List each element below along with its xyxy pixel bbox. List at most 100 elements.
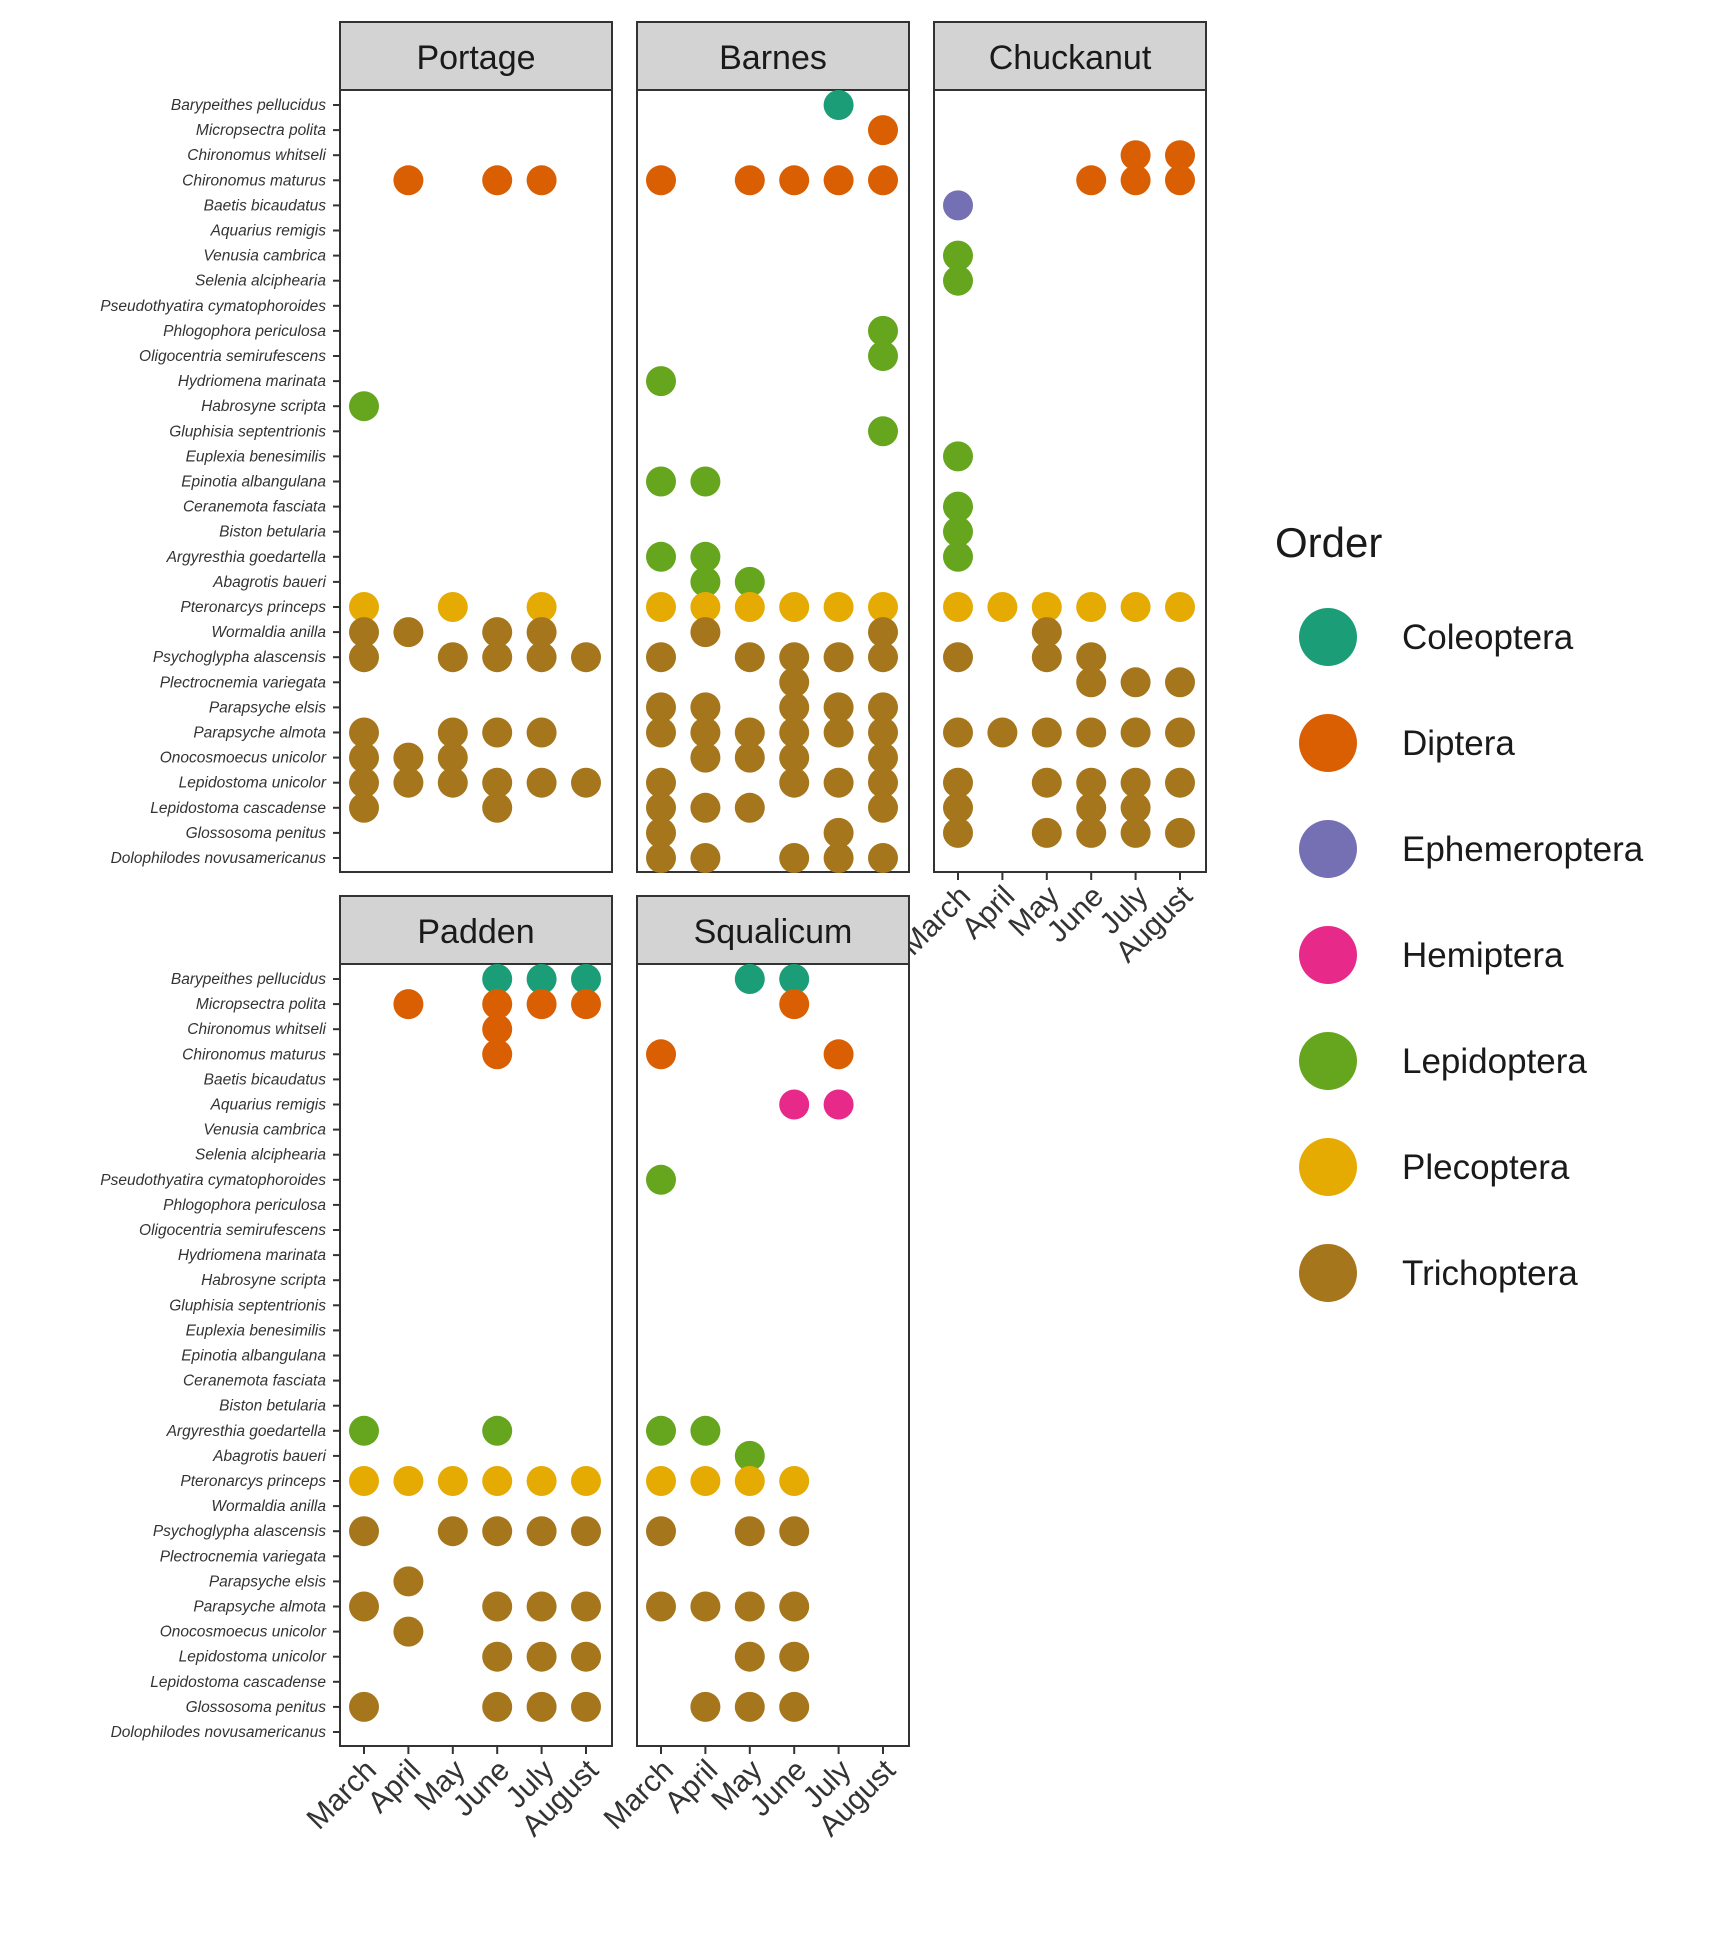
data-point — [349, 717, 379, 748]
data-point — [779, 1641, 810, 1672]
y-tick-label: Pseudothyatira cymatophoroides — [100, 298, 326, 315]
legend-key-swatch — [1299, 1244, 1357, 1302]
data-point — [349, 742, 379, 773]
data-point — [1165, 667, 1195, 698]
data-point — [690, 1691, 721, 1722]
panel-portage: Portage Barypeithes pellucidus Micropsectr… — [100, 21, 613, 873]
panel-barnes: Barnes — [636, 21, 910, 873]
data-point — [1076, 717, 1107, 748]
data-point — [1165, 717, 1195, 748]
data-point — [482, 165, 513, 196]
legend-key-swatch — [1299, 1138, 1357, 1196]
panel-strip-label: Chuckanut — [989, 39, 1152, 77]
legend-item-diptera: Diptera — [1299, 714, 1515, 772]
data-point — [734, 1516, 765, 1547]
data-point — [1076, 165, 1107, 196]
data-point — [823, 90, 854, 120]
data-point — [1031, 817, 1062, 848]
data-point — [526, 1641, 557, 1672]
data-point — [526, 1691, 557, 1722]
data-point — [646, 1415, 676, 1446]
panel-strip-label: Barnes — [719, 39, 827, 77]
y-tick-label: Euplexia benesimilis — [186, 1322, 327, 1339]
data-point — [823, 817, 854, 848]
y-tick-label: Phlogophora periculosa — [163, 323, 326, 340]
data-point — [690, 1591, 721, 1622]
data-point — [526, 1591, 557, 1622]
data-point — [690, 541, 721, 572]
legend-label: Trichoptera — [1402, 1254, 1578, 1293]
data-point — [943, 642, 973, 673]
data-point — [943, 441, 973, 472]
data-point — [1120, 140, 1151, 171]
y-tick-label: Venusia cambrica — [203, 1122, 326, 1139]
y-tick-label: Gluphisia septentrionis — [169, 423, 326, 440]
data-points — [646, 964, 854, 1722]
panel-plot-area — [636, 963, 910, 1747]
y-tick-label: Baetis bicaudatus — [204, 1071, 327, 1088]
data-point — [393, 742, 424, 773]
data-point — [1120, 767, 1151, 798]
data-point — [734, 642, 765, 673]
panel-plot-area — [339, 89, 613, 873]
data-point — [482, 717, 513, 748]
data-point — [823, 767, 854, 798]
y-tick-label: Ceranemota fasciata — [183, 499, 326, 516]
data-point — [393, 767, 424, 798]
y-tick-label: Venusia cambrica — [203, 248, 326, 265]
legend-item-hemiptera: Hemiptera — [1299, 926, 1564, 984]
data-point — [868, 717, 898, 748]
data-point — [526, 989, 557, 1020]
data-point — [823, 592, 854, 622]
data-point — [1165, 767, 1195, 798]
data-point — [482, 989, 513, 1020]
data-point — [571, 767, 601, 798]
y-tick-label: Barypeithes pellucidus — [171, 97, 326, 114]
data-point — [943, 491, 973, 522]
data-points — [943, 140, 1195, 848]
data-point — [646, 592, 676, 622]
panel-strip — [636, 21, 910, 91]
data-point — [690, 617, 721, 648]
data-point — [482, 617, 513, 648]
data-point — [482, 1516, 513, 1547]
data-point — [526, 617, 557, 648]
data-point — [646, 466, 676, 497]
y-tick-label: Pteronarcys princeps — [180, 1473, 326, 1490]
data-point — [987, 592, 1018, 622]
y-tick-label: Aquarius remigis — [210, 223, 327, 240]
data-point — [571, 1691, 601, 1722]
data-point — [393, 989, 424, 1020]
panel-strip — [339, 895, 613, 965]
y-tick-label: Plectrocnemia variegata — [160, 1548, 327, 1565]
data-point — [779, 843, 810, 873]
y-tick-label: Chironomus maturus — [182, 172, 326, 189]
data-point — [734, 1440, 765, 1471]
data-point — [526, 592, 557, 622]
data-point — [646, 165, 676, 196]
data-point — [779, 1516, 810, 1547]
data-point — [868, 617, 898, 648]
legend-title: Order — [1275, 519, 1382, 566]
data-point — [1165, 165, 1195, 196]
data-point — [349, 592, 379, 622]
data-point — [571, 1516, 601, 1547]
y-tick-label: Lepidostoma cascadense — [150, 1674, 326, 1691]
data-point — [646, 642, 676, 673]
data-point — [646, 843, 676, 873]
y-tick-label: Parapsyche elsis — [209, 699, 326, 716]
data-point — [526, 767, 557, 798]
data-point — [779, 742, 810, 773]
y-tick-label: Barypeithes pellucidus — [171, 971, 326, 988]
panel-strip — [636, 895, 910, 965]
y-tick-label: Parapsyche almota — [193, 725, 326, 742]
data-point — [779, 642, 810, 673]
data-point — [526, 717, 557, 748]
panel-plot-area — [636, 89, 910, 873]
data-point — [779, 1691, 810, 1722]
data-point — [868, 165, 898, 196]
data-point — [349, 1466, 379, 1496]
data-point — [393, 1616, 424, 1647]
data-point — [690, 792, 721, 823]
